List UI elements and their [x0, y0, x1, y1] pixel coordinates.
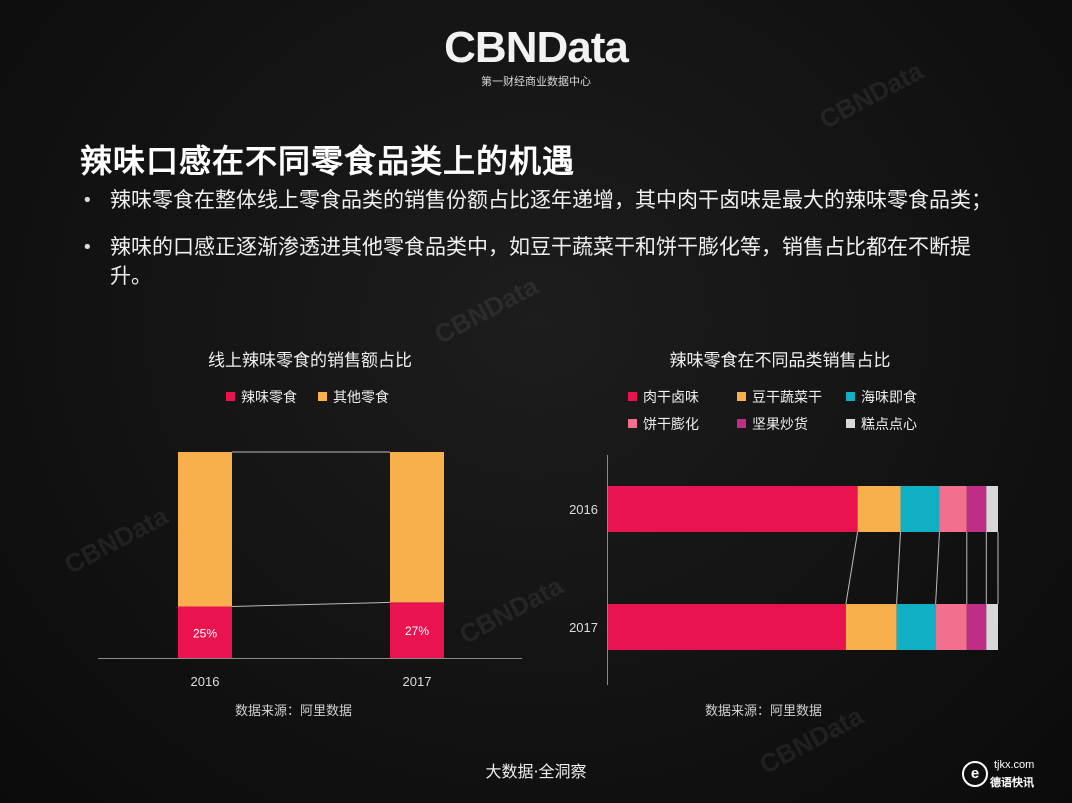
bullet-item: • 辣味的口感正逐渐渗透进其他零食品类中，如豆干蔬菜干和饼干膨化等，销售占比都在…: [80, 233, 1010, 291]
bar-segment-1-2016: [857, 486, 901, 532]
corner-logo-url: tjkx.com: [994, 759, 1035, 771]
legend-swatch: [846, 392, 855, 401]
bar-segment-1-2017: [845, 604, 897, 650]
data-label: 25%: [193, 626, 217, 640]
connector-line: [935, 531, 940, 605]
bar-segment-0-2016: [178, 606, 232, 658]
chart2-plot: 2016 2017: [569, 455, 999, 685]
bar-segment-5-2017: [986, 604, 998, 650]
footer-slogan: 大数据·全洞察: [485, 762, 587, 781]
bullet-dot: •: [82, 190, 93, 211]
bar-segment-3-2017: [935, 604, 967, 650]
legend-swatch: [628, 419, 637, 428]
bar-segment-0-2017: [390, 602, 444, 658]
chart1-source: 数据来源：阿里数据: [235, 704, 353, 719]
chart2-legend-item: 糕点点心: [846, 414, 917, 434]
bullet-dot: •: [82, 237, 93, 258]
y-tick-label: 2017: [569, 620, 598, 635]
chart2-legend-item: 坚果炒货: [737, 414, 808, 434]
legend-swatch: [226, 392, 235, 401]
legend-swatch: [846, 419, 855, 428]
legend-label: 肉干卤味: [643, 390, 699, 406]
bar-segment-3-2016: [939, 486, 967, 532]
chart2-legend-item: 豆干蔬菜干: [737, 387, 822, 407]
x-tick-label: 2017: [403, 674, 432, 689]
corner-logo: e tjkx.com 德语快讯: [962, 759, 1042, 793]
legend-swatch: [737, 419, 746, 428]
legend-label: 豆干蔬菜干: [752, 390, 822, 406]
logo-main-text: CBNData: [444, 23, 629, 72]
bar-segment-2-2017: [896, 604, 936, 650]
legend-label: 辣味零食: [241, 390, 297, 406]
corner-logo-mark: e: [962, 761, 988, 787]
legend-swatch: [628, 392, 637, 401]
legend-swatch: [737, 392, 746, 401]
chart2-title: 辣味零食在不同品类销售占比: [669, 351, 891, 371]
bar-segment-1-2016: [178, 452, 232, 607]
bar-segment-4-2016: [966, 486, 987, 532]
legend-label: 坚果炒货: [752, 417, 808, 433]
bullet-item: • 辣味零食在整体线上零食品类的销售份额占比逐年递增，其中肉干卤味是最大的辣味零…: [80, 186, 1010, 215]
connector-line: [896, 531, 901, 605]
chart1-legend-other: 其他零食: [318, 387, 389, 407]
chart1-legend-spicy: 辣味零食: [226, 387, 297, 407]
legend-label: 海味即食: [861, 390, 917, 406]
chart1-plot: 25% 2016 27% 2017: [98, 451, 522, 689]
legend-label: 饼干膨化: [643, 417, 699, 433]
y-tick-label: 2016: [569, 502, 598, 517]
bullet-text: 辣味的口感正逐渐渗透进其他零食品类中，如豆干蔬菜干和饼干膨化等，销售占比都在不断…: [110, 235, 971, 288]
chart1-title: 线上辣味零食的销售额占比: [208, 351, 412, 371]
corner-logo-name: 德语快讯: [990, 776, 1034, 789]
chart2-legend-item: 肉干卤味: [628, 387, 699, 407]
chart2-legend-item: 海味即食: [846, 387, 917, 407]
legend-label: 糕点点心: [861, 417, 917, 433]
chart2-source: 数据来源：阿里数据: [705, 704, 823, 719]
legend-swatch: [318, 392, 327, 401]
connector-line: [845, 531, 859, 605]
page-title: 辣味口感在不同零食品类上的机遇: [80, 142, 576, 180]
chart2-legend-item: 饼干膨化: [628, 414, 699, 434]
bar-segment-5-2016: [986, 486, 998, 532]
bar-segment-4-2017: [966, 604, 987, 650]
connector-line-split: [231, 601, 391, 607]
legend-label: 其他零食: [333, 390, 389, 406]
bullet-list: • 辣味零食在整体线上零食品类的销售份额占比逐年递增，其中肉干卤味是最大的辣味零…: [80, 186, 1010, 309]
x-tick-label: 2016: [191, 674, 220, 689]
logo-subtitle: 第一财经商业数据中心: [481, 75, 591, 88]
bar-segment-1-2017: [390, 452, 444, 603]
bar-segment-0-2017: [608, 604, 846, 650]
data-label: 27%: [405, 624, 429, 638]
bar-segment-2-2016: [900, 486, 940, 532]
cbndata-logo: CBNData 第一财经商业数据中心: [0, 26, 1072, 89]
bar-segment-0-2016: [608, 486, 858, 532]
bullet-text: 辣味零食在整体线上零食品类的销售份额占比逐年递增，其中肉干卤味是最大的辣味零食品…: [110, 188, 992, 212]
